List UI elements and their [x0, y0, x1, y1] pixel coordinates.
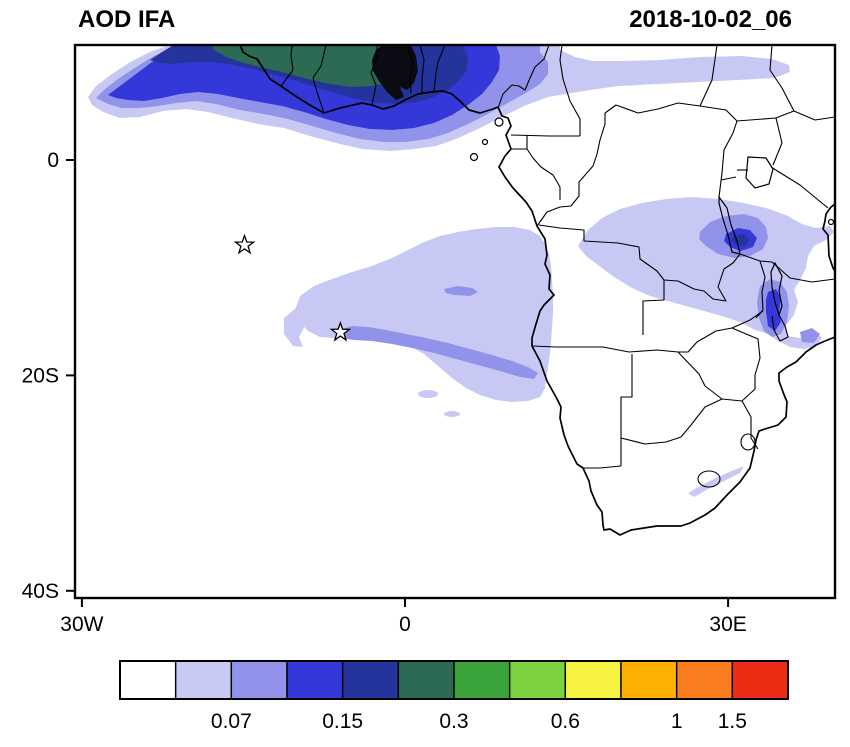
country-border — [408, 45, 414, 94]
plot-title: AOD IFA — [78, 6, 175, 33]
colorbar-cell — [119, 660, 177, 700]
coastline-east-africa — [822, 203, 835, 272]
country-border — [770, 166, 829, 209]
y-axis-ticks: 0 20S 40S — [22, 149, 75, 603]
aod-fill-guinea-l5 — [212, 45, 412, 87]
country-border — [370, 45, 378, 106]
country-border — [562, 78, 581, 136]
country-border — [718, 120, 738, 198]
country-border — [731, 310, 764, 329]
aod-fill-atlantic-patch — [444, 286, 478, 296]
island-principe — [481, 138, 489, 146]
colorbar-cell — [453, 660, 511, 700]
colorbar-cell — [341, 660, 400, 700]
country-border — [772, 117, 783, 166]
aod-fill-atlantic-streak — [340, 326, 538, 379]
country-border — [497, 45, 550, 109]
country-border — [559, 45, 564, 80]
country-border — [433, 45, 446, 92]
x-tick-label: 30E — [709, 613, 746, 636]
lake-tanganyika — [718, 195, 741, 255]
aod-fill-central-main — [578, 197, 834, 349]
colorbar-cell — [564, 660, 622, 700]
colorbar-label: 1 — [671, 710, 683, 733]
country-border — [604, 102, 701, 114]
coastlines — [239, 45, 835, 536]
colorbar-outline — [119, 660, 789, 700]
country-border — [769, 45, 795, 112]
country-border — [771, 261, 835, 283]
aod-fill-atlantic-main — [295, 227, 553, 402]
star-marker-icon — [329, 320, 352, 342]
colorbar-cell — [620, 660, 678, 700]
colorbar-label: 0.3 — [439, 710, 468, 733]
colorbar-cell — [731, 660, 789, 700]
country-border — [680, 398, 743, 438]
country-border — [280, 45, 294, 87]
map-frame — [73, 43, 837, 600]
island-sao-tome — [469, 152, 479, 162]
country-border — [793, 110, 835, 121]
country-border — [526, 148, 561, 200]
y-tick-label: 40S — [22, 580, 59, 603]
y-tick-label: 0 — [47, 149, 59, 172]
country-border — [511, 135, 528, 150]
map-panel — [88, 45, 835, 536]
country-border-eswatini — [740, 433, 756, 451]
colorbar-cell — [174, 660, 233, 700]
colorbar-label: 0.6 — [551, 710, 580, 733]
country-border — [775, 110, 795, 119]
country-border — [699, 105, 738, 122]
island-bioko — [494, 117, 504, 127]
aod-fill-layers — [88, 45, 834, 497]
colorbar-cell — [675, 660, 734, 700]
colorbar-label: 1.5 — [718, 710, 747, 733]
country-border — [663, 253, 741, 302]
star-marker-icon — [233, 233, 256, 255]
aod-fill-atlantic-speck-2 — [444, 411, 460, 417]
colorbar-label: 0.07 — [211, 710, 252, 733]
colorbar-label: 0.15 — [322, 710, 363, 733]
island-zanzibar — [827, 218, 835, 226]
country-border — [720, 176, 737, 181]
country-border — [536, 113, 606, 227]
country-border — [771, 314, 789, 342]
country-border — [312, 45, 327, 114]
country-border-lesotho — [697, 470, 721, 488]
country-border — [538, 224, 665, 281]
country-border — [620, 436, 682, 445]
colorbar-cell — [508, 660, 567, 700]
x-tick-label: 0 — [399, 613, 411, 636]
plot-timestamp: 2018-10-02_06 — [629, 6, 792, 33]
country-borders — [280, 45, 835, 488]
country-border — [531, 345, 679, 353]
aod-fill-malawi-streak — [766, 289, 781, 331]
colorbar-cell — [397, 660, 455, 700]
aod-fill-sa-sliver — [688, 466, 744, 497]
x-tick-label: 30W — [60, 613, 103, 636]
station-markers — [233, 233, 352, 342]
country-border — [510, 134, 580, 137]
country-border — [419, 45, 425, 93]
country-border — [736, 117, 777, 122]
aod-fill-atlantic-speck-1 — [418, 390, 438, 398]
aod-fill-mozambique-patch — [800, 328, 820, 343]
country-border — [642, 280, 665, 335]
colorbar-cell — [230, 660, 288, 700]
country-border — [731, 327, 761, 402]
lake-victoria — [745, 156, 774, 189]
country-border — [678, 327, 733, 353]
colorbar: 0.07 0.15 0.3 0.6 1 1.5 — [119, 660, 789, 733]
country-border — [583, 465, 622, 469]
coastline-africa-main — [239, 45, 835, 536]
colorbar-cell — [286, 660, 344, 700]
country-border — [620, 354, 633, 466]
country-border — [699, 45, 718, 107]
y-tick-label: 20S — [22, 364, 59, 387]
aod-fill-guinea-core — [372, 45, 418, 100]
x-axis-ticks: 30W 0 30E — [60, 598, 747, 636]
country-border — [677, 351, 723, 400]
